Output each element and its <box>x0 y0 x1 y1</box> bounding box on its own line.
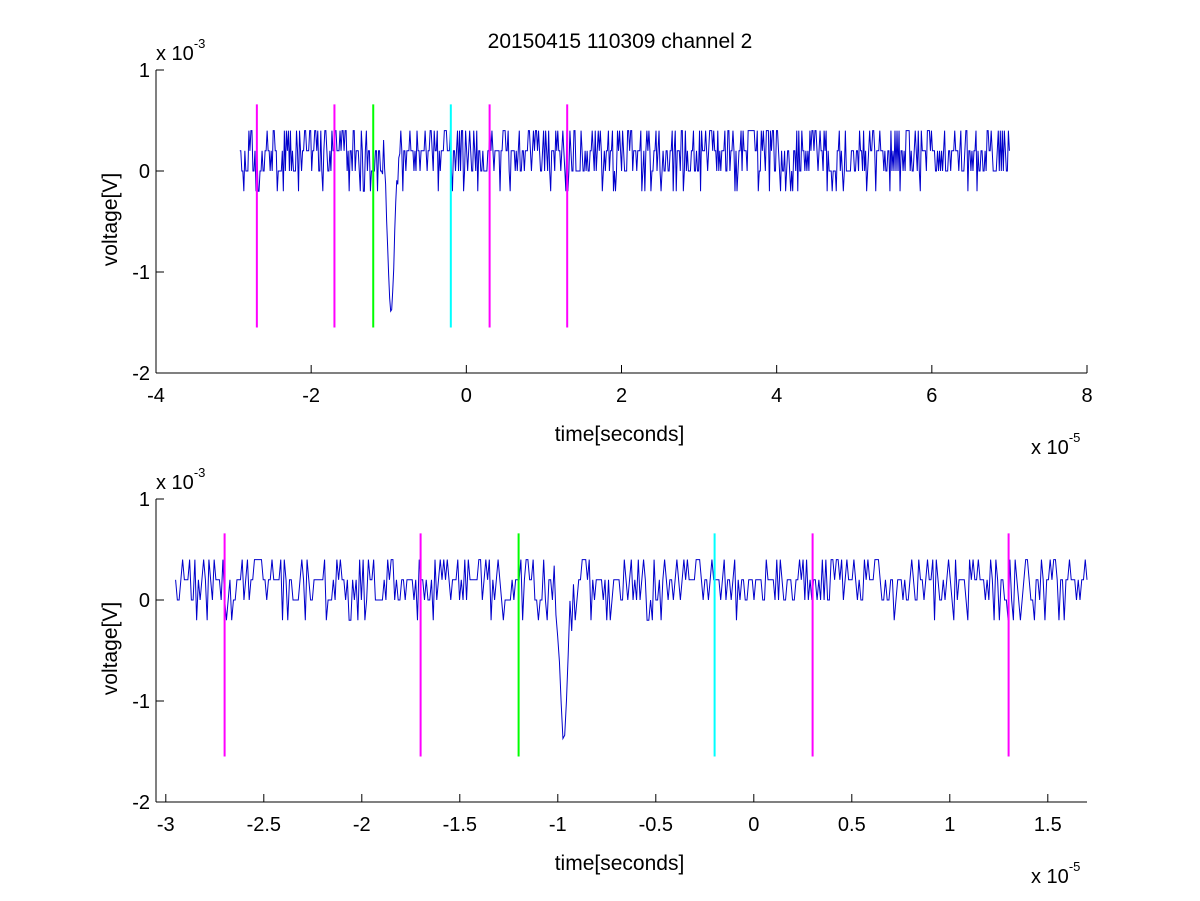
bottom-x-axis-label: time[seconds] <box>555 852 685 875</box>
bottom-x-tick-label: -2 <box>353 814 371 836</box>
bottom-signal-line <box>175 559 1088 741</box>
top-x-axis-label: time[seconds] <box>555 423 685 446</box>
bottom-x-tick-label: -0.5 <box>639 814 673 836</box>
top-x-tick-label: 6 <box>926 385 937 407</box>
bottom-x-exponent: x 10-5 <box>1031 859 1080 888</box>
bottom-x-tick-label: 1.5 <box>1034 814 1062 836</box>
top-x-exponent: x 10-5 <box>1031 430 1080 459</box>
top-y-tick-label: -1 <box>132 262 150 284</box>
top-x-tick-label: 0 <box>461 385 472 407</box>
bottom-x-tick-label: -2.5 <box>247 814 281 836</box>
top-x-tick-label: 4 <box>771 385 782 407</box>
bottom-x-tick-label: -1 <box>549 814 567 836</box>
top-signal-line <box>239 130 1010 313</box>
top-x-tick-label: 8 <box>1081 385 1092 407</box>
bottom-y-exponent: x 10-3 <box>156 465 205 494</box>
bottom-y-tick-label: -1 <box>132 691 150 713</box>
top-x-tick-label: -4 <box>147 385 165 407</box>
bottom-x-tick-label: 0.5 <box>838 814 866 836</box>
top-y-axis-label: voltage[V] <box>99 173 122 266</box>
bottom-x-tick-label: 0 <box>748 814 759 836</box>
top-y-tick-label: -2 <box>132 363 150 385</box>
top-y-exponent: x 10-3 <box>156 36 205 65</box>
bottom-y-axis-label: voltage[V] <box>99 602 122 695</box>
bottom-x-tick-label: -1.5 <box>443 814 477 836</box>
bottom-y-tick-label: -2 <box>132 792 150 814</box>
bottom-x-tick-label: -3 <box>157 814 175 836</box>
top-x-tick-label: 2 <box>616 385 627 407</box>
bottom-x-tick-label: 1 <box>944 814 955 836</box>
figure-title: 20150415 110309 channel 2 <box>488 30 753 53</box>
subplot-top: -4 -2 0 2 4 6 8-2-101time[seconds]voltage[V]x … <box>99 36 1093 459</box>
top-y-tick-label: 1 <box>139 60 150 82</box>
bottom-y-tick-label: 1 <box>139 489 150 511</box>
bottom-y-tick-label: 0 <box>139 590 150 612</box>
top-x-tick-label: -2 <box>302 385 320 407</box>
top-y-tick-label: 0 <box>139 161 150 183</box>
subplot-bottom: -3 -2.5 -2 -1.5 -1 -0.5 0 0.5 1 1.5 -2 -1 0 1 time[sec… <box>99 465 1088 888</box>
